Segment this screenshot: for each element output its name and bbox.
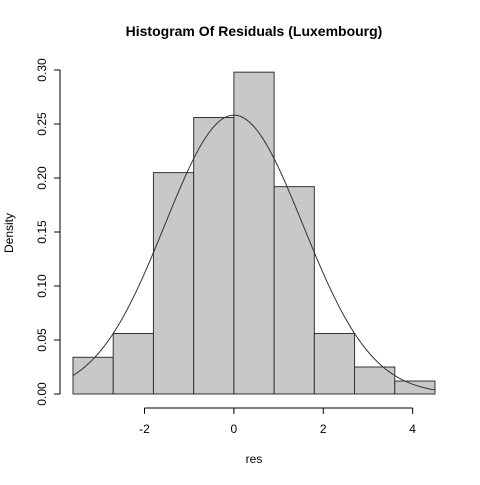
- histogram-bar: [394, 380, 436, 395]
- histogram-bar: [72, 356, 114, 395]
- histogram-bar: [313, 333, 356, 395]
- y-tick-label: 0.10: [35, 274, 49, 298]
- histogram-bar: [152, 172, 195, 395]
- chart-title: Histogram Of Residuals (Luxembourg): [126, 23, 383, 39]
- histogram-bar: [273, 186, 315, 395]
- x-tick-label: 4: [409, 422, 416, 436]
- histogram-bar: [112, 333, 154, 395]
- y-axis-label: Density: [2, 213, 16, 253]
- x-axis-label: res: [246, 452, 263, 466]
- x-tick-label: 0: [231, 422, 238, 436]
- y-tick-label: 0.30: [35, 58, 49, 82]
- density-curve-layer: [72, 114, 436, 391]
- y-tick-label: 0.05: [35, 328, 49, 352]
- histogram-bar: [233, 71, 275, 395]
- y-axis: 0.00 0.05 0.10 0.15 0.20 0.25 0.30: [35, 58, 61, 406]
- y-tick-label: 0.20: [35, 166, 49, 190]
- density-curve: [72, 114, 436, 391]
- histogram-bar: [193, 117, 235, 395]
- y-tick-label: 0.15: [35, 220, 49, 244]
- y-tick-label: 0.25: [35, 112, 49, 136]
- x-tick-label: -2: [139, 422, 150, 436]
- histogram-bars: [72, 71, 436, 395]
- y-tick-label: 0.00: [35, 382, 49, 406]
- x-axis: -2 0 2 4: [139, 407, 416, 436]
- x-tick-label: 2: [320, 422, 327, 436]
